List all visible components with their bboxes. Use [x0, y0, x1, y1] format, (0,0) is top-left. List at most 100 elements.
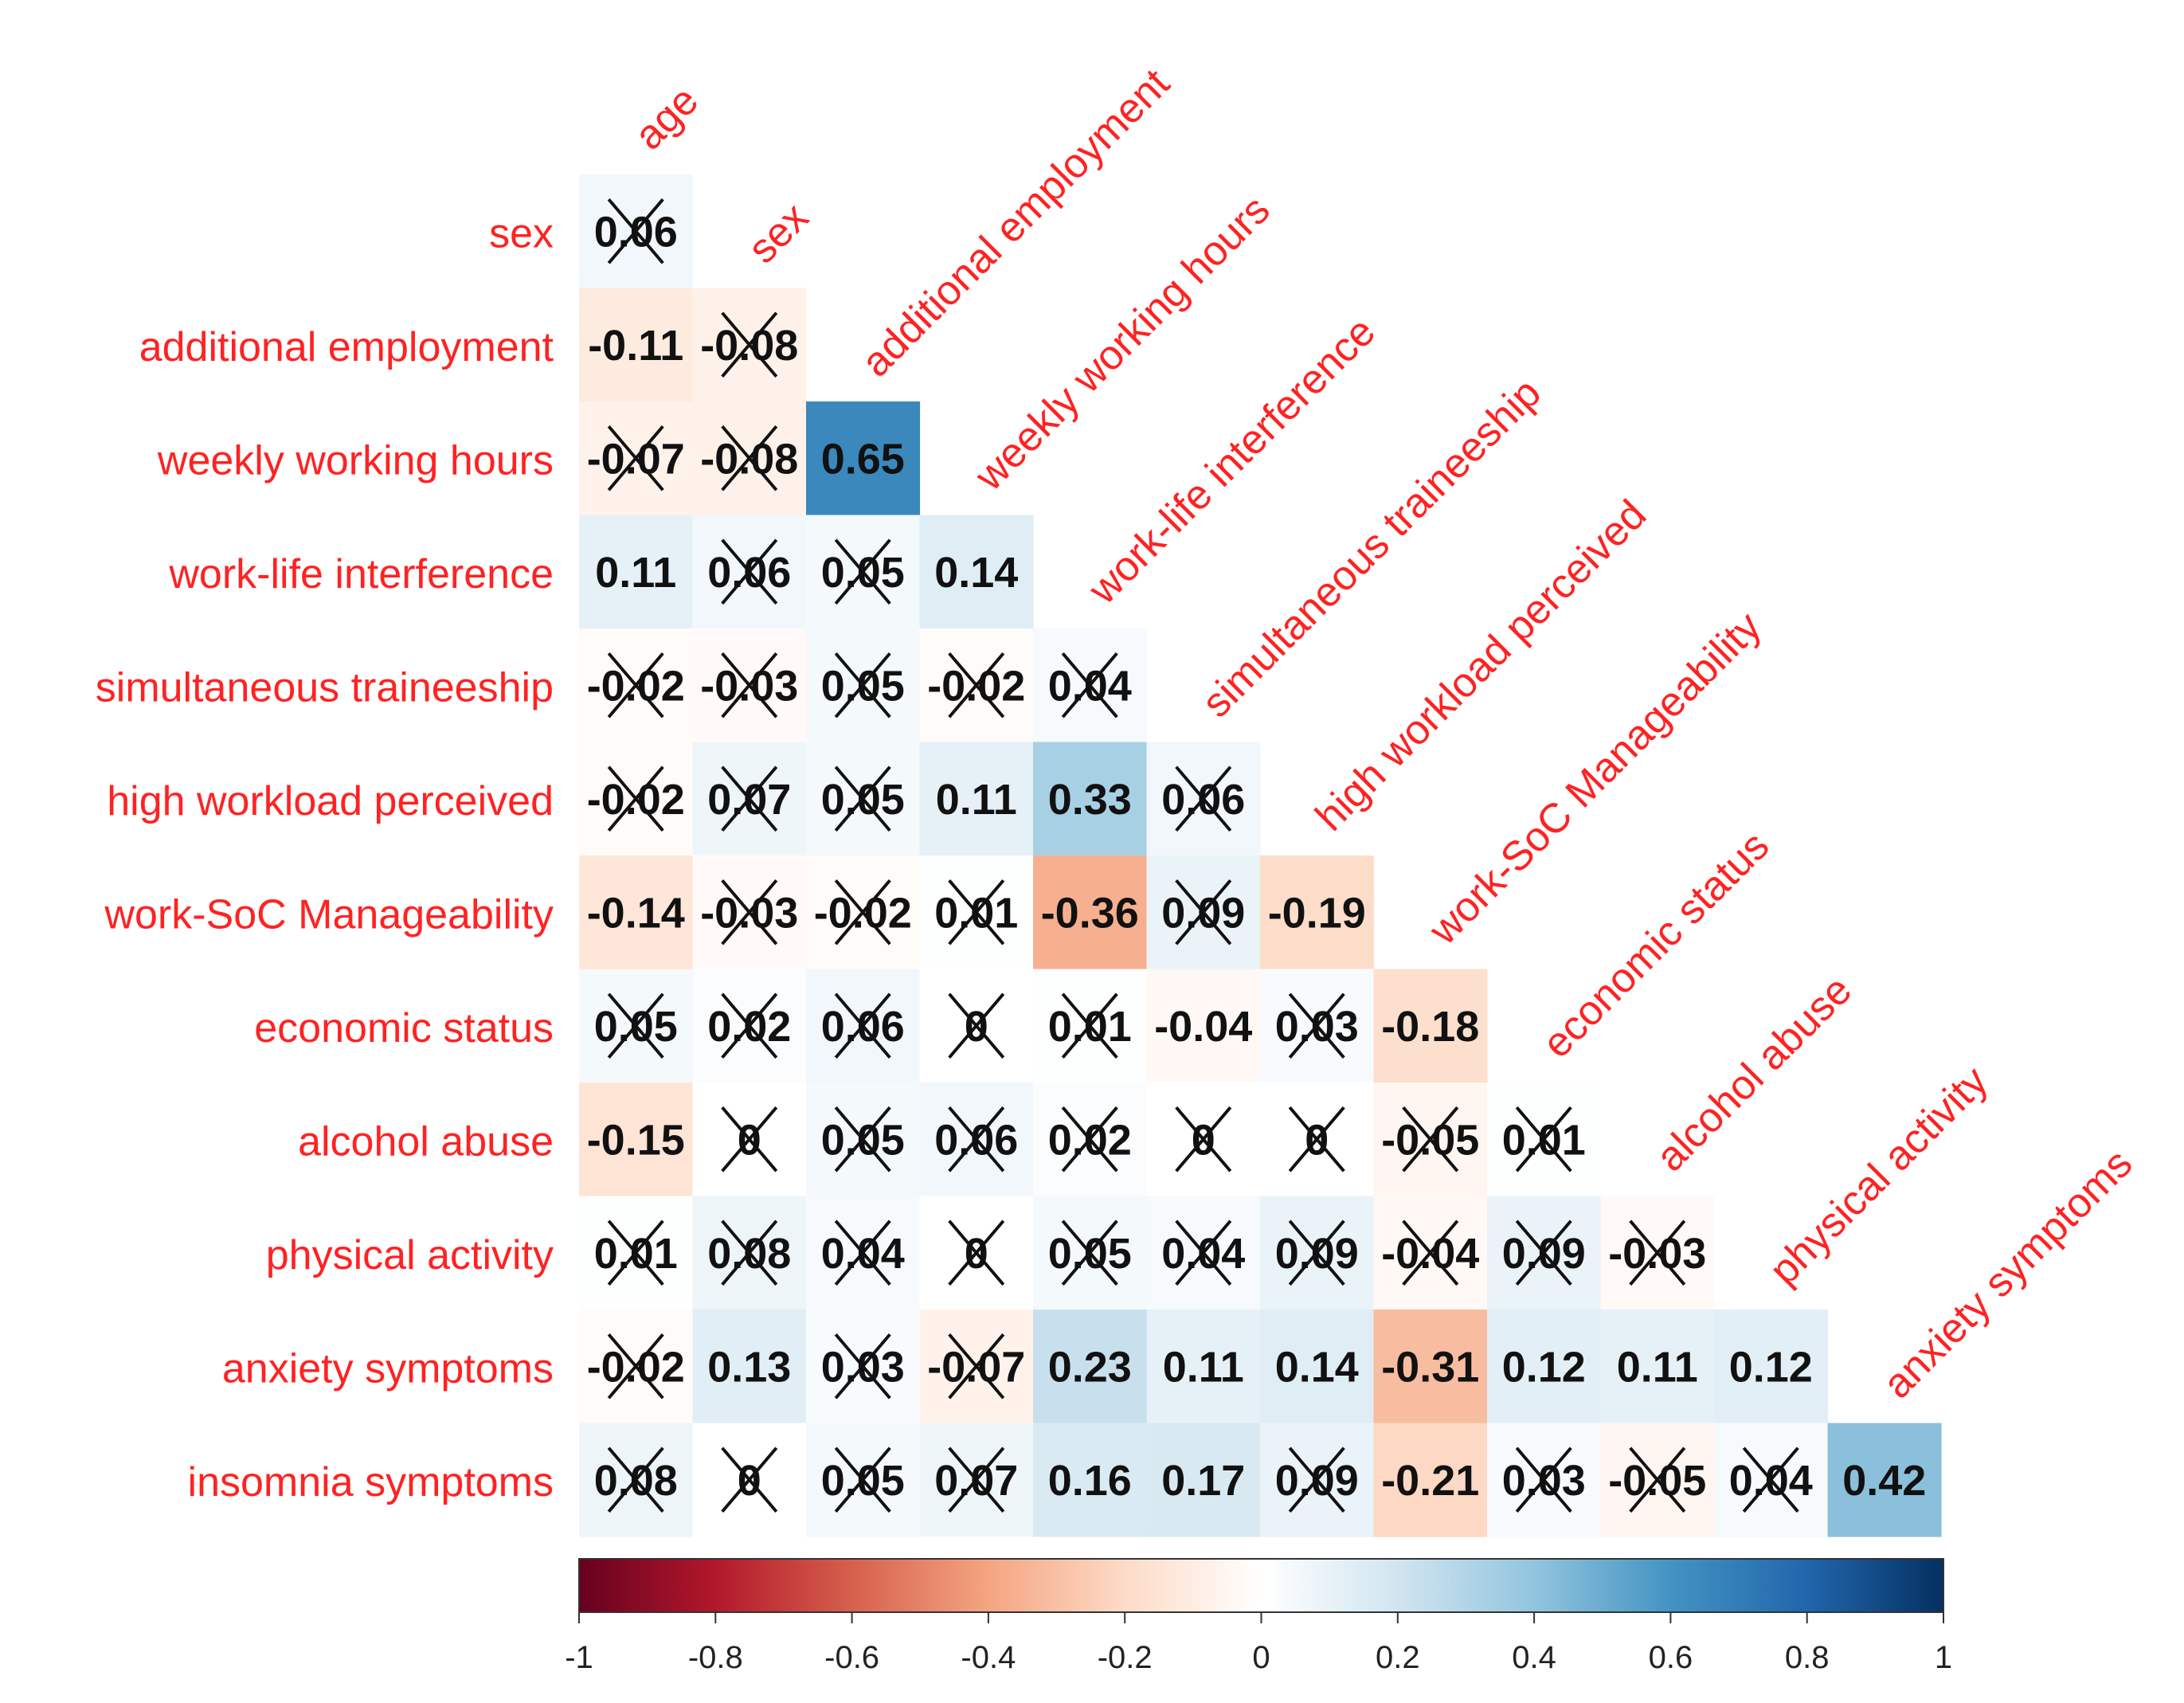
non-significant-cross: [834, 1106, 891, 1173]
cell-value-label: 0.11: [1163, 1343, 1244, 1391]
non-significant-cross: [1402, 1220, 1459, 1286]
heatmap-cell: 0.11: [579, 515, 694, 629]
cell-value-label: 0.12: [1502, 1343, 1586, 1391]
heatmap-cell: -0.11: [579, 288, 694, 402]
cell-value-label: -0.11: [588, 322, 683, 370]
non-significant-cross: [948, 879, 1005, 945]
heatmap-cell: 0.08: [692, 1196, 807, 1310]
non-significant-cross: [721, 311, 778, 378]
heatmap-cell: -0.03: [692, 855, 807, 970]
cell-fill: [1033, 855, 1148, 970]
heatmap-cell: -0.03: [1600, 1196, 1715, 1310]
row-label: weekly working hours: [157, 437, 554, 483]
row-label: work-SoC Manageability: [104, 891, 554, 938]
non-significant-cross: [607, 1447, 664, 1513]
heatmap-cell: 0.13: [692, 1310, 807, 1424]
heatmap-cell: 0.05: [579, 969, 694, 1083]
heatmap-cell: -0.31: [1373, 1310, 1488, 1424]
non-significant-cross: [948, 1447, 1005, 1513]
non-significant-cross: [1288, 1220, 1345, 1286]
heatmap-cell: -0.04: [1373, 1196, 1488, 1310]
heatmap-cell: 0.11: [1146, 1310, 1261, 1424]
cell-value-label: -0.31: [1381, 1343, 1479, 1391]
heatmap-cell: 0: [1260, 1082, 1375, 1197]
non-significant-cross: [948, 1333, 1005, 1400]
heatmap-cell: 0.04: [806, 1196, 921, 1310]
heatmap-cell: -0.14: [579, 855, 694, 970]
cell-value-label: 0.23: [1048, 1343, 1132, 1391]
non-significant-cross: [607, 425, 664, 491]
row-label: simultaneous traineeship: [96, 664, 554, 711]
row-label: economic status: [254, 1005, 554, 1051]
row-label: additional employment: [139, 324, 554, 370]
column-label: age: [626, 77, 707, 159]
heatmap-cell: 0.11: [1600, 1310, 1715, 1424]
non-significant-cross: [721, 425, 778, 491]
heatmap-cell: 0.06: [806, 969, 921, 1083]
heatmap-cell: 0.01: [1033, 969, 1148, 1083]
cell-value-label: -0.19: [1268, 889, 1366, 937]
heatmap-cell: -0.02: [806, 855, 921, 970]
heatmap-cell: 0.04: [1146, 1196, 1261, 1310]
heatmap-cell: 0.09: [1260, 1423, 1375, 1537]
cell-fill: [579, 855, 694, 970]
cell-fill: [1714, 1310, 1829, 1424]
cell-value-label: 0.13: [707, 1343, 791, 1391]
non-significant-cross: [1402, 1106, 1459, 1173]
row-label: alcohol abuse: [298, 1118, 554, 1165]
non-significant-cross: [607, 198, 664, 264]
heatmap-cell: 0: [919, 1196, 1034, 1310]
heatmap-cell: 0.09: [1487, 1196, 1602, 1310]
non-significant-cross: [1515, 1447, 1572, 1513]
cell-fill: [1146, 1423, 1261, 1537]
non-significant-cross: [721, 1106, 778, 1173]
row-label: physical activity: [266, 1232, 554, 1278]
non-significant-cross: [948, 992, 1005, 1059]
heatmap-cell: 0.05: [1033, 1196, 1148, 1310]
colorbar-tick-label: 0.8: [1785, 1640, 1830, 1675]
heatmap-cell: -0.15: [579, 1082, 694, 1197]
heatmap-cells: 0.06-0.11-0.08-0.07-0.080.650.110.060.05…: [579, 174, 1942, 1537]
heatmap-cell: -0.02: [919, 628, 1034, 743]
heatmap-cell: 0.16: [1033, 1423, 1148, 1537]
row-label: high workload perceived: [107, 778, 554, 824]
heatmap-cell: 0.14: [919, 515, 1034, 629]
colorbar-gradient: [578, 1558, 1944, 1613]
non-significant-cross: [1742, 1447, 1799, 1513]
non-significant-cross: [834, 765, 891, 832]
column-label: alcohol abuse: [1647, 967, 1861, 1180]
heatmap-cell: 0.17: [1146, 1423, 1261, 1537]
non-significant-cross: [721, 1220, 778, 1286]
non-significant-cross: [1175, 879, 1232, 945]
non-significant-cross: [607, 652, 664, 718]
heatmap-cell: 0.06: [1146, 742, 1261, 856]
cell-fill: [1487, 1310, 1602, 1424]
heatmap-cell: 0.09: [1146, 855, 1261, 970]
row-label: anxiety symptoms: [222, 1345, 554, 1392]
heatmap-cell: -0.36: [1033, 855, 1148, 970]
non-significant-cross: [1175, 1220, 1232, 1286]
heatmap-cell: 0.06: [579, 174, 694, 289]
heatmap-cell: 0: [692, 1423, 807, 1537]
non-significant-cross: [721, 765, 778, 832]
non-significant-cross: [1629, 1220, 1686, 1286]
non-significant-cross: [1288, 992, 1345, 1059]
column-label: physical activity: [1761, 1058, 1997, 1294]
non-significant-cross: [721, 879, 778, 945]
colorbar-tick-label: -0.2: [1098, 1640, 1153, 1675]
heatmap-cell: 0.02: [692, 969, 807, 1083]
heatmap-cell: 0.14: [1260, 1310, 1375, 1424]
row-label: insomnia symptoms: [188, 1459, 554, 1505]
non-significant-cross: [607, 765, 664, 832]
heatmap-cell: -0.02: [579, 628, 694, 743]
cell-fill: [1146, 969, 1261, 1083]
cell-fill: [1373, 1423, 1488, 1537]
heatmap-cell: 0.08: [579, 1423, 694, 1537]
cell-value-label: 0.11: [1617, 1343, 1698, 1391]
cell-value-label: 0.17: [1161, 1457, 1245, 1505]
non-significant-cross: [948, 652, 1005, 718]
heatmap-cell: 0.01: [919, 855, 1034, 970]
heatmap-cell: 0.65: [806, 401, 921, 516]
non-significant-cross: [1629, 1447, 1686, 1513]
heatmap-cell: -0.18: [1373, 969, 1488, 1083]
